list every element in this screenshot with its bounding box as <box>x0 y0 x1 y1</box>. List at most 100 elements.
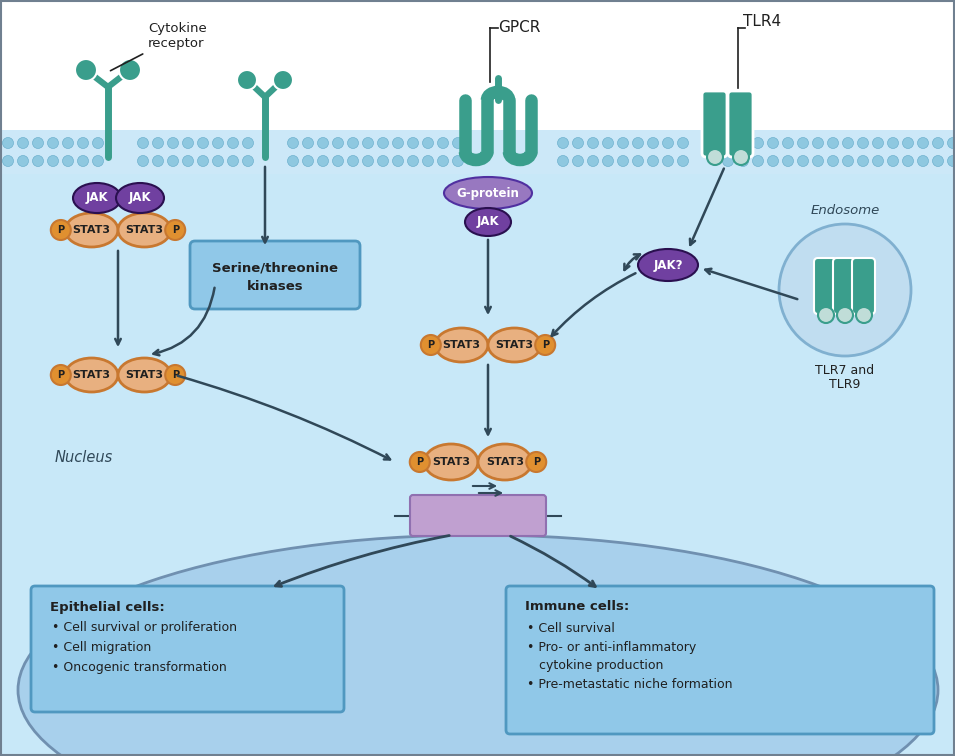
Circle shape <box>723 156 733 166</box>
Text: P: P <box>172 225 179 235</box>
FancyBboxPatch shape <box>852 258 875 314</box>
Circle shape <box>737 138 749 148</box>
Circle shape <box>858 156 868 166</box>
Circle shape <box>167 156 179 166</box>
Text: • Pre-metastatic niche formation: • Pre-metastatic niche formation <box>527 678 732 692</box>
Circle shape <box>410 452 430 472</box>
Circle shape <box>48 156 58 166</box>
Circle shape <box>243 156 253 166</box>
Text: cytokine production: cytokine production <box>527 658 664 671</box>
Circle shape <box>663 156 673 166</box>
Circle shape <box>273 70 293 90</box>
Circle shape <box>77 156 89 166</box>
Text: Serine/threonine: Serine/threonine <box>212 262 338 274</box>
Circle shape <box>348 156 358 166</box>
Text: P: P <box>57 370 64 380</box>
Circle shape <box>408 156 418 166</box>
Circle shape <box>572 138 584 148</box>
Circle shape <box>153 138 163 148</box>
Text: TLR9: TLR9 <box>829 379 860 392</box>
Text: GPCR: GPCR <box>498 20 541 35</box>
Circle shape <box>572 156 584 166</box>
Text: STAT3: STAT3 <box>73 370 111 380</box>
Circle shape <box>818 307 834 323</box>
Text: G-protein: G-protein <box>456 187 520 200</box>
Circle shape <box>437 138 449 148</box>
Circle shape <box>3 138 13 148</box>
Circle shape <box>393 138 404 148</box>
Text: TLR4: TLR4 <box>743 14 781 29</box>
Circle shape <box>842 156 854 166</box>
Circle shape <box>797 156 809 166</box>
Circle shape <box>75 59 97 81</box>
Circle shape <box>768 156 778 166</box>
Circle shape <box>287 138 299 148</box>
Text: STAT3: STAT3 <box>125 225 163 235</box>
Circle shape <box>348 138 358 148</box>
Text: kinases: kinases <box>246 280 304 293</box>
Circle shape <box>887 156 899 166</box>
Circle shape <box>93 138 103 148</box>
Circle shape <box>317 138 329 148</box>
Text: • Pro- or anti-inflammatory: • Pro- or anti-inflammatory <box>527 642 696 655</box>
Circle shape <box>182 138 194 148</box>
Circle shape <box>647 156 659 166</box>
Circle shape <box>827 138 838 148</box>
Circle shape <box>422 156 434 166</box>
Circle shape <box>62 138 74 148</box>
Circle shape <box>3 156 13 166</box>
Circle shape <box>887 138 899 148</box>
FancyBboxPatch shape <box>0 0 955 132</box>
Text: Epithelial cells:: Epithelial cells: <box>50 600 165 614</box>
Circle shape <box>797 138 809 148</box>
Ellipse shape <box>18 535 938 756</box>
Circle shape <box>393 156 404 166</box>
Circle shape <box>873 156 883 166</box>
Circle shape <box>453 156 463 166</box>
Circle shape <box>287 156 299 166</box>
Circle shape <box>753 156 763 166</box>
Circle shape <box>51 220 71 240</box>
Circle shape <box>153 156 163 166</box>
Circle shape <box>632 138 644 148</box>
Text: STAT3: STAT3 <box>432 457 470 467</box>
Circle shape <box>677 156 689 166</box>
Circle shape <box>768 138 778 148</box>
FancyBboxPatch shape <box>410 495 546 536</box>
Circle shape <box>332 138 344 148</box>
Text: JAK: JAK <box>129 191 151 205</box>
Circle shape <box>237 70 257 90</box>
Text: P: P <box>172 370 179 380</box>
Ellipse shape <box>65 213 118 247</box>
Text: P: P <box>427 340 435 350</box>
Text: P: P <box>533 457 540 467</box>
Circle shape <box>51 365 71 385</box>
Circle shape <box>587 156 599 166</box>
Ellipse shape <box>118 358 171 392</box>
Circle shape <box>618 138 628 148</box>
Circle shape <box>813 138 823 148</box>
Circle shape <box>48 138 58 148</box>
Text: Immune cells:: Immune cells: <box>525 600 629 614</box>
Ellipse shape <box>488 328 541 362</box>
Text: Nucleus: Nucleus <box>55 450 114 465</box>
Circle shape <box>647 138 659 148</box>
Ellipse shape <box>444 177 532 209</box>
Circle shape <box>707 149 723 165</box>
Circle shape <box>303 138 313 148</box>
Text: • Cell survival or proliferation: • Cell survival or proliferation <box>52 621 237 634</box>
Circle shape <box>77 138 89 148</box>
Text: TLR7 and: TLR7 and <box>816 364 875 376</box>
FancyBboxPatch shape <box>31 586 344 712</box>
Circle shape <box>663 138 673 148</box>
Circle shape <box>932 156 944 166</box>
Circle shape <box>213 138 223 148</box>
Circle shape <box>363 156 373 166</box>
Circle shape <box>603 156 613 166</box>
Circle shape <box>782 138 794 148</box>
Circle shape <box>902 156 914 166</box>
Text: STAT3: STAT3 <box>125 370 163 380</box>
Circle shape <box>733 149 749 165</box>
FancyBboxPatch shape <box>506 586 934 734</box>
Circle shape <box>213 156 223 166</box>
